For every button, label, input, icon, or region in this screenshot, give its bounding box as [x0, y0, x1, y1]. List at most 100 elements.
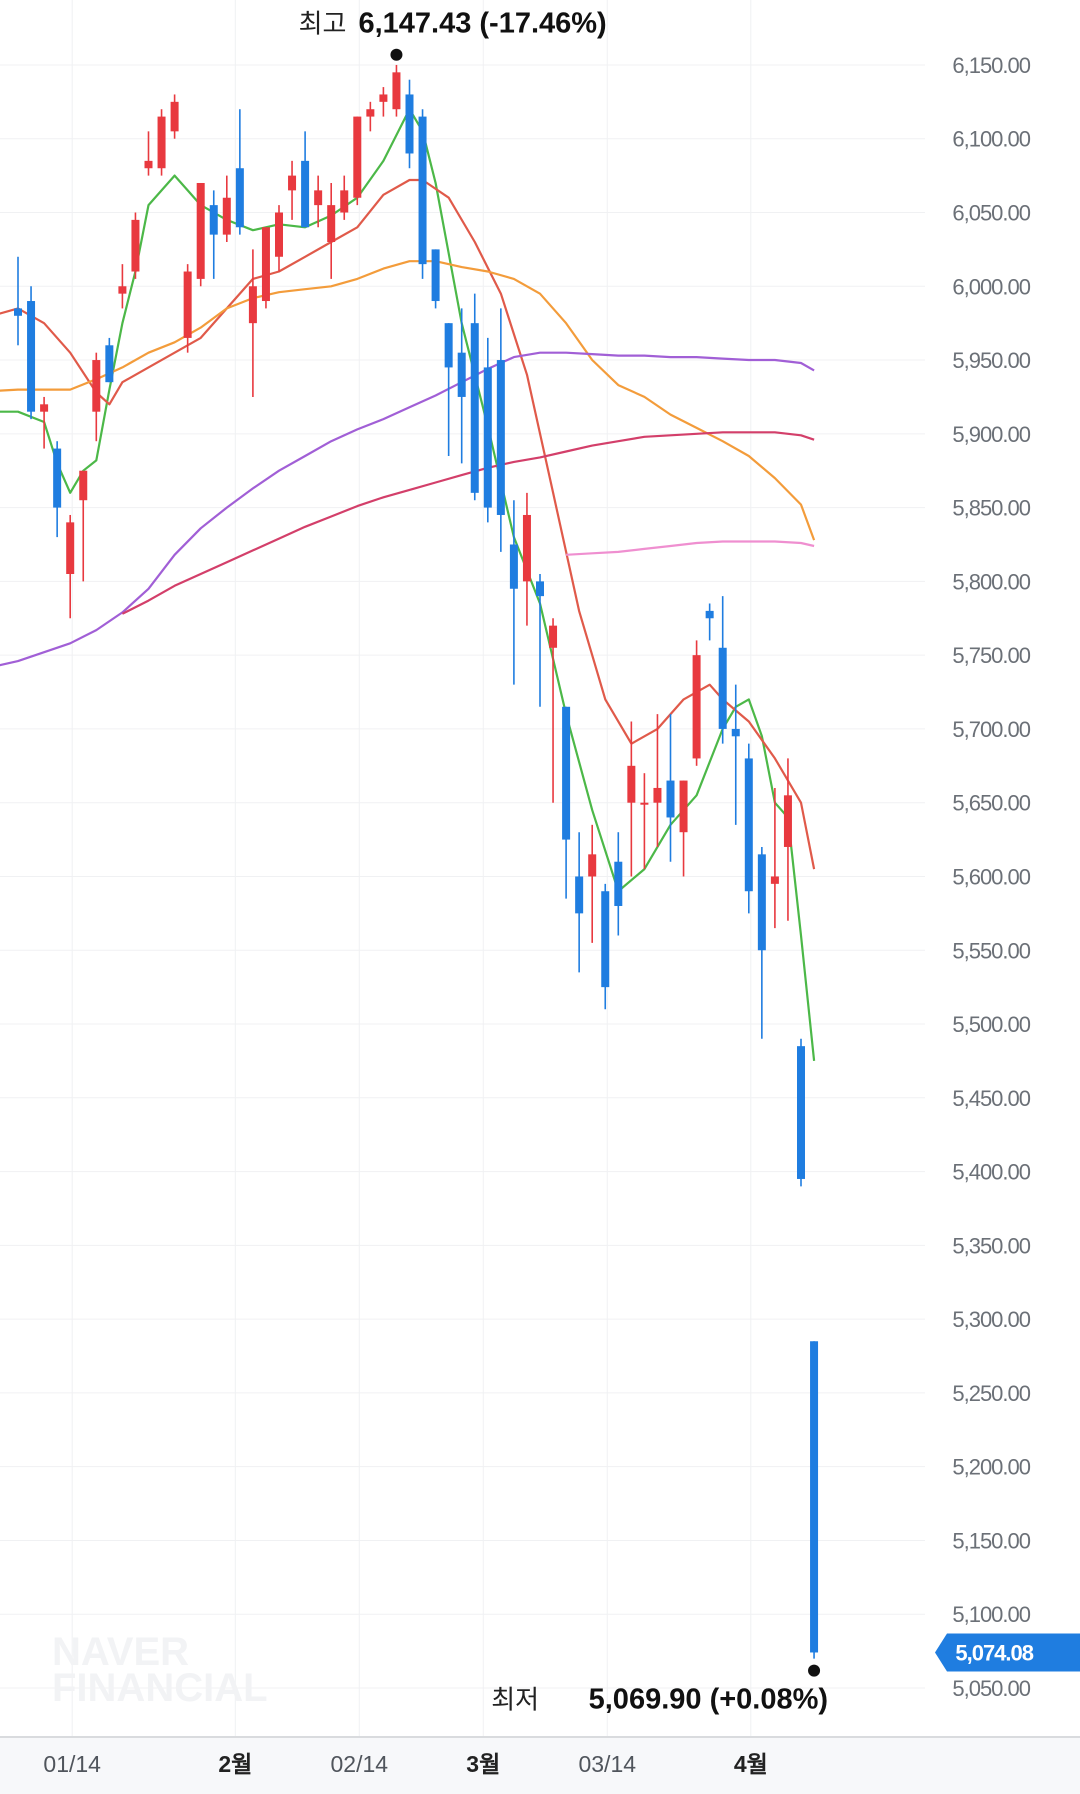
candle-body: [392, 72, 401, 110]
candle-body: [562, 706, 571, 840]
candle-body: [522, 514, 531, 582]
candle-body: [327, 205, 336, 243]
y-tick-label: 5,300.00: [952, 1307, 1030, 1332]
y-tick-label: 5,050.00: [952, 1676, 1030, 1701]
y-tick-label: 5,100.00: [952, 1602, 1030, 1627]
current-price-value: 5,074.08: [955, 1640, 1033, 1665]
candle-body: [66, 522, 75, 574]
y-tick-label: 5,400.00: [952, 1160, 1030, 1185]
y-tick-label: 5,250.00: [952, 1381, 1030, 1406]
high-value: 6,147.43 (-17.46%): [358, 8, 606, 40]
y-tick-label: 5,200.00: [952, 1455, 1030, 1480]
candle-body: [483, 367, 492, 508]
date-axis: 01/14 2월 02/14 3월 03/14 4월: [0, 1736, 1080, 1794]
y-tick-label: 6,000.00: [952, 274, 1030, 299]
candle-body: [40, 404, 49, 412]
candle-body: [53, 448, 62, 508]
candle-body: [118, 286, 127, 294]
candles: [14, 64, 819, 1659]
moving-average-line: [566, 540, 815, 556]
candle-body: [353, 116, 362, 198]
candle-body: [627, 765, 636, 803]
candle-body: [301, 160, 310, 228]
candle-body: [457, 352, 466, 397]
candle-body: [810, 1341, 819, 1653]
candle-body: [797, 1046, 805, 1179]
candle-body: [431, 249, 440, 302]
candle-body: [222, 197, 231, 235]
candle-body: [770, 876, 779, 884]
candle-body: [444, 323, 453, 368]
candle-body: [209, 205, 218, 235]
candle-body: [418, 116, 427, 265]
candle-body: [261, 227, 270, 302]
candle-body: [275, 212, 283, 257]
x-tick-label: 2월: [218, 1751, 252, 1777]
candle-body: [718, 647, 727, 729]
y-tick-label: 5,750.00: [952, 643, 1030, 668]
candle-body: [288, 175, 297, 191]
candle-body: [640, 802, 649, 805]
candle-body: [131, 219, 140, 272]
candle-body: [79, 470, 88, 501]
price-axis: 5,050.00 5,100.00 5,150.00 5,200.00 5,250.00…: [935, 53, 1080, 1701]
y-tick-label: 5,550.00: [952, 938, 1030, 963]
candle-body: [731, 728, 740, 737]
candle-body: [92, 360, 101, 412]
candle-body: [653, 787, 662, 803]
high-marker: [390, 48, 403, 61]
candle-body: [340, 190, 349, 213]
candle-body: [692, 655, 701, 759]
y-tick-label: 5,800.00: [952, 569, 1030, 594]
moving-average-line: [0, 108, 816, 1062]
x-axis-band: [0, 1737, 1080, 1794]
current-price-tag: [935, 1633, 1080, 1672]
moving-average-line: [0, 178, 816, 870]
candle-body: [157, 116, 166, 169]
candle-body: [196, 182, 205, 279]
y-tick-label: 5,500.00: [952, 1012, 1030, 1037]
candle-body: [496, 360, 505, 515]
x-tick-label: 03/14: [578, 1751, 636, 1777]
candle-body: [601, 891, 610, 988]
candle-body: [614, 861, 623, 906]
candle-body: [144, 160, 153, 169]
candle-body: [248, 286, 257, 324]
y-tick-label: 5,650.00: [952, 791, 1030, 816]
watermark-text: FINANCIAL: [52, 1666, 268, 1710]
moving-average-line: [121, 431, 815, 615]
x-tick-label: 02/14: [331, 1751, 389, 1777]
candle-body: [679, 780, 688, 833]
candle-body: [27, 301, 36, 412]
candle-body: [105, 345, 114, 383]
x-tick-label: 01/14: [43, 1751, 101, 1777]
high-low-annotations: 최고 6,147.43 (-17.46%) 5,069.90 (+0.08%) 최저: [299, 8, 828, 1716]
candle-body: [549, 625, 558, 648]
candle-body: [366, 109, 375, 117]
low-marker: [808, 1664, 821, 1677]
x-tick-label: 3월: [466, 1751, 500, 1777]
y-tick-label: 5,950.00: [952, 348, 1030, 373]
y-tick-label: 5,700.00: [952, 717, 1030, 742]
candle-body: [170, 101, 179, 132]
candle-body: [379, 94, 388, 102]
y-tick-label: 5,600.00: [952, 864, 1030, 889]
candle-body: [588, 854, 597, 877]
y-tick-label: 5,350.00: [952, 1233, 1030, 1258]
moving-average-line: [0, 351, 815, 667]
candle-body: [405, 94, 414, 154]
candle-body: [757, 854, 766, 951]
y-tick-label: 6,050.00: [952, 201, 1030, 226]
candle-body: [575, 876, 584, 914]
candle-body: [705, 610, 714, 619]
low-label: 최저: [491, 1686, 539, 1716]
y-tick-label: 5,900.00: [952, 422, 1030, 447]
high-label: 최고: [299, 10, 347, 40]
candle-body: [183, 271, 192, 338]
y-tick-label: 5,450.00: [952, 1086, 1030, 1111]
candle-body: [744, 758, 753, 892]
candle-body: [666, 780, 675, 818]
